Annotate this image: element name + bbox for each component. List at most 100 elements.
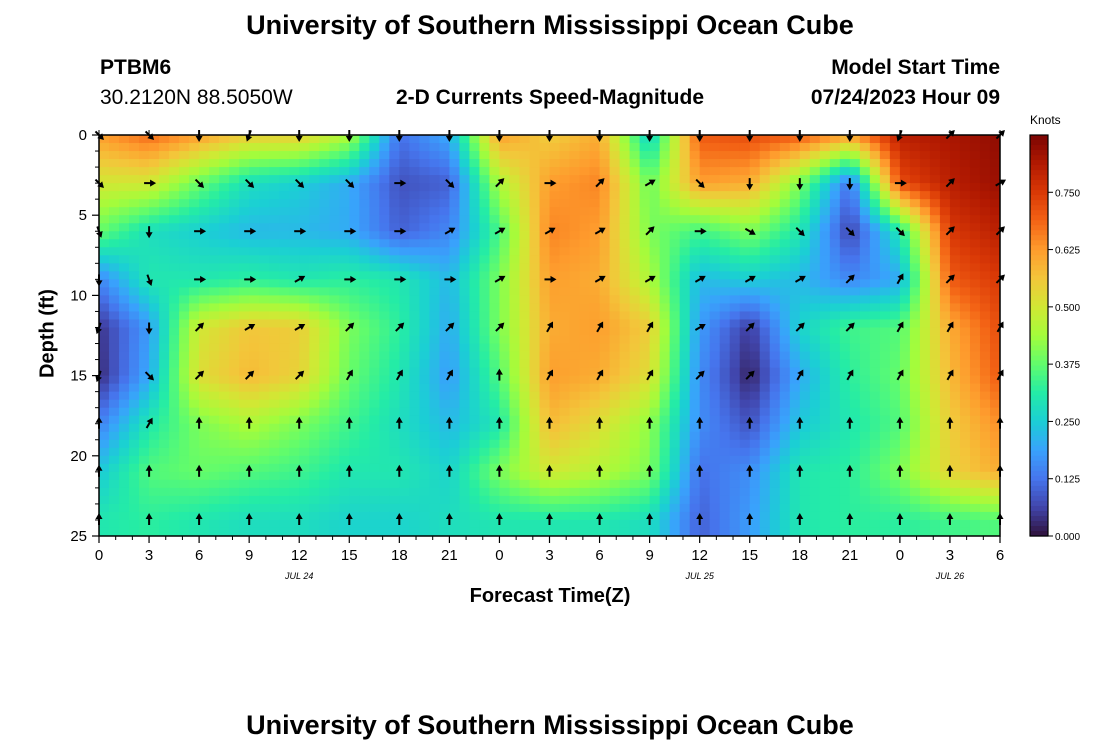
- heatmap-cell: [199, 447, 210, 457]
- heatmap-cell: [219, 143, 230, 152]
- heatmap-cell: [789, 279, 801, 288]
- heatmap-cell: [299, 271, 310, 280]
- heatmap-cell: [919, 431, 931, 441]
- heatmap-cell: [309, 439, 320, 449]
- heatmap-cell: [299, 511, 310, 521]
- heatmap-cell: [259, 519, 270, 529]
- heatmap-cell: [889, 431, 901, 441]
- heatmap-cell: [389, 439, 400, 449]
- heatmap-cell: [449, 231, 460, 240]
- heatmap-cell: [449, 327, 460, 337]
- station-location: 30.2120N 88.5050W: [100, 86, 293, 109]
- heatmap-cell: [819, 175, 831, 184]
- heatmap-cell: [279, 311, 290, 321]
- heatmap-cell: [859, 487, 871, 497]
- heatmap-cell: [819, 455, 831, 465]
- heatmap-cell: [559, 279, 571, 288]
- heatmap-cell: [609, 279, 621, 288]
- heatmap-cell: [189, 183, 200, 192]
- heatmap-cell: [269, 495, 280, 505]
- heatmap-cell: [519, 183, 531, 192]
- heatmap-cell: [239, 167, 250, 176]
- heatmap-cell: [629, 423, 641, 433]
- heatmap-cell: [619, 223, 631, 232]
- heatmap-cell: [359, 159, 370, 168]
- heatmap-cell: [99, 143, 110, 152]
- heatmap-cell: [359, 359, 370, 369]
- heatmap-cell: [629, 343, 641, 353]
- station-id: PTBM6: [100, 56, 172, 79]
- heatmap-cell: [239, 383, 250, 393]
- heatmap-cell: [649, 455, 661, 465]
- heatmap-cell: [399, 391, 410, 401]
- heatmap-cell: [709, 487, 721, 497]
- heatmap-cell: [879, 383, 891, 393]
- heatmap-cell: [459, 287, 471, 296]
- heatmap-cell: [799, 143, 811, 152]
- heatmap-cell: [609, 263, 621, 272]
- heatmap-cell: [459, 519, 471, 529]
- heatmap-cell: [299, 215, 310, 224]
- heatmap-cell: [899, 223, 911, 232]
- heatmap-cell: [129, 255, 140, 264]
- heatmap-cell: [499, 279, 511, 288]
- heatmap-cell: [749, 343, 761, 353]
- heatmap-cell: [739, 351, 751, 361]
- heatmap-cell: [159, 495, 170, 505]
- current-arrow: [744, 275, 756, 283]
- heatmap-cell: [799, 327, 811, 337]
- heatmap-cell: [159, 343, 170, 353]
- heatmap-cell: [749, 399, 761, 409]
- heatmap-cell: [429, 423, 440, 433]
- heatmap-cell: [129, 231, 140, 240]
- heatmap-cell: [119, 231, 130, 240]
- heatmap-cell: [669, 367, 681, 377]
- heatmap-cell: [759, 279, 771, 288]
- heatmap-cell: [829, 183, 841, 192]
- heatmap-cell: [509, 391, 521, 401]
- heatmap-cell: [129, 143, 140, 152]
- heatmap-cell: [719, 439, 731, 449]
- heatmap-cell: [519, 279, 531, 288]
- heatmap-cell: [109, 447, 120, 457]
- heatmap-cell: [429, 199, 440, 208]
- heatmap-cell: [139, 511, 150, 521]
- heatmap-cell: [259, 143, 270, 152]
- heatmap-cell: [269, 223, 280, 232]
- heatmap-cell: [399, 495, 410, 505]
- heatmap-cell: [119, 463, 130, 473]
- heatmap-cell: [509, 183, 521, 192]
- heatmap-cell: [289, 215, 300, 224]
- heatmap-cell: [229, 479, 240, 489]
- heatmap-cell: [479, 223, 491, 232]
- heatmap-cell: [739, 431, 751, 441]
- heatmap-cell: [689, 471, 701, 481]
- heatmap-cell: [229, 495, 240, 505]
- heatmap-cell: [899, 167, 911, 176]
- heatmap-cell: [159, 263, 170, 272]
- heatmap-cell: [529, 327, 541, 337]
- heatmap-cell: [279, 439, 290, 449]
- heatmap-cell: [489, 383, 501, 393]
- heatmap-cell: [579, 375, 591, 385]
- heatmap-cell: [619, 279, 631, 288]
- heatmap-cell: [729, 391, 741, 401]
- heatmap-cell: [119, 439, 130, 449]
- heatmap-cell: [189, 279, 200, 288]
- heatmap-cell: [269, 231, 280, 240]
- heatmap-cell: [659, 239, 671, 248]
- heatmap-cell: [409, 175, 420, 184]
- heatmap-cell: [409, 159, 420, 168]
- heatmap-cell: [319, 143, 330, 152]
- heatmap-cell: [349, 471, 360, 481]
- heatmap-cell: [559, 359, 571, 369]
- heatmap-cell: [939, 167, 951, 176]
- heatmap-cell: [879, 335, 891, 345]
- current-arrow-head: [647, 321, 654, 329]
- heatmap-cell: [639, 359, 651, 369]
- heatmap-cell: [719, 511, 731, 521]
- heatmap-cell: [609, 391, 621, 401]
- heatmap-cell: [959, 455, 971, 465]
- heatmap-cell: [149, 407, 160, 417]
- heatmap-cell: [459, 183, 471, 192]
